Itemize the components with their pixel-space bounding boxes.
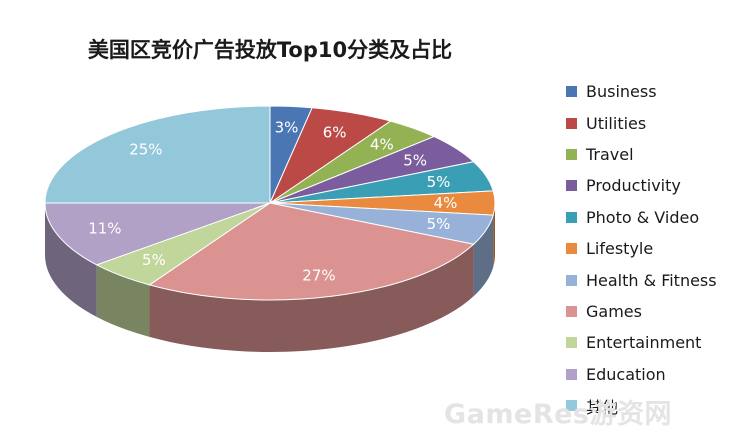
legend-swatch — [566, 243, 577, 255]
legend-item: Travel — [566, 139, 717, 170]
legend-item: Health & Fitness — [566, 264, 717, 295]
legend-label: Games — [586, 301, 642, 321]
pie-side-games — [149, 244, 474, 352]
legend-label: Education — [586, 364, 666, 384]
pie-side-education — [45, 203, 97, 317]
legend-label: Health & Fitness — [586, 270, 717, 290]
legend-item: Education — [566, 359, 717, 390]
value-label: 4% — [434, 194, 458, 212]
pie-slice-education — [44, 202, 271, 266]
chart-title: 美国区竞价广告投放Top10分类及占比 — [87, 38, 453, 62]
legend-item: Entertainment — [566, 327, 717, 358]
legend-item: Productivity — [566, 170, 717, 201]
legend-swatch — [566, 368, 577, 380]
value-label: 5% — [142, 251, 166, 269]
pie-side-health-fitness — [473, 215, 494, 297]
legend-label: Business — [586, 82, 657, 102]
legend-swatch — [566, 305, 577, 317]
value-label: 27% — [302, 267, 335, 285]
legend-label: Travel — [586, 144, 634, 164]
legend-item: Games — [566, 296, 717, 327]
value-label: 6% — [323, 124, 347, 142]
legend-swatch — [566, 148, 577, 160]
legend-item: 其他 — [566, 390, 717, 421]
legend-label: 其他 — [586, 397, 619, 417]
value-label: 5% — [427, 215, 451, 233]
value-label: 4% — [370, 136, 394, 154]
watermark: GameRes游资网 — [444, 399, 673, 430]
legend-swatch — [566, 211, 577, 223]
legend-swatch — [566, 274, 577, 286]
legend-label: Entertainment — [586, 333, 702, 353]
legend-label: Lifestyle — [586, 239, 654, 259]
legend-label: Utilities — [586, 113, 647, 133]
pie-slices — [44, 105, 496, 301]
legend-item: Lifestyle — [566, 233, 717, 264]
legend: Business Utilities Travel Productivity Photo… — [566, 76, 717, 421]
value-label: 25% — [129, 141, 162, 159]
pie-value-labels: 3% 6%4%5%5%4%5%27%5%11%25% — [88, 119, 457, 285]
pie-side-lifestyle — [493, 203, 495, 268]
legend-label: Photo & Video — [586, 207, 700, 227]
legend-swatch — [566, 400, 577, 412]
legend-swatch — [566, 337, 577, 349]
pie-slice-- — [44, 105, 271, 204]
legend-item: Photo & Video — [566, 202, 717, 233]
legend-swatch — [566, 86, 577, 98]
pie-slice-games — [148, 202, 475, 301]
value-label: 5% — [427, 173, 451, 191]
legend-item: Business — [566, 76, 717, 107]
value-label: 5% — [403, 151, 427, 169]
pie-sides — [45, 203, 495, 352]
value-label: 11% — [88, 220, 121, 238]
legend-item: Utilities — [566, 107, 717, 138]
pie-side-entertainment — [96, 264, 150, 337]
legend-label: Productivity — [586, 176, 681, 196]
legend-swatch — [566, 117, 577, 129]
legend-swatch — [566, 180, 577, 192]
value-label: 3% — [275, 119, 299, 137]
